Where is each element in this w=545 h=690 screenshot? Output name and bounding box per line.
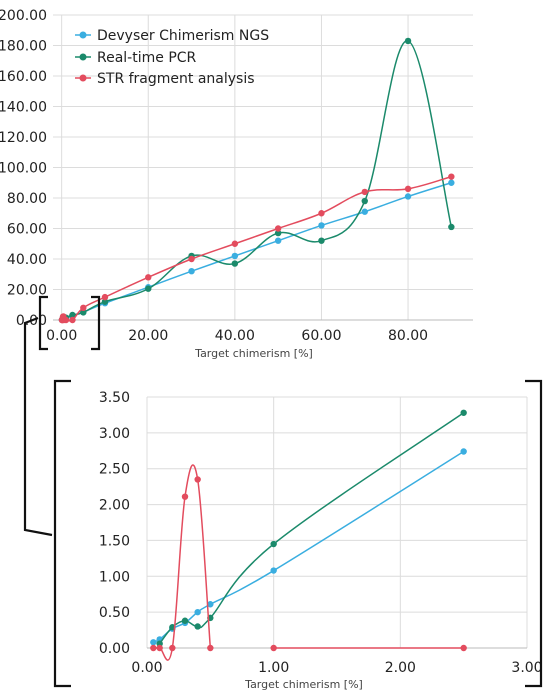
legend-marker-realtime — [79, 53, 87, 61]
main-data-point-devyser — [231, 252, 239, 260]
main-y-tick-label: 40.00 — [7, 252, 47, 268]
main-y-tick-label: 180.00 — [0, 39, 47, 55]
inset-x-tick-label: 0.00 — [131, 660, 162, 676]
main-x-tick-label: 20.00 — [128, 328, 168, 344]
inset-data-point-devyser — [150, 639, 157, 646]
inset-x-tick-label: 1.00 — [258, 660, 289, 676]
inset-chart-gridlines — [146, 396, 528, 649]
inset-y-tick-label: 2.00 — [99, 498, 130, 514]
main-data-point-str — [361, 188, 368, 196]
main-data-point-str — [231, 240, 239, 247]
inset-data-point-realtime — [194, 623, 201, 630]
main-y-tick-label: 80.00 — [7, 191, 47, 207]
main-data-point-str — [318, 210, 325, 217]
inset-y-tick-label: 3.50 — [99, 390, 130, 406]
inset-series-line-str — [153, 464, 212, 661]
inset-y-tick-label: 1.50 — [99, 533, 130, 549]
main-data-point-devyser — [318, 222, 325, 229]
main-y-tick-label: 100.00 — [0, 161, 47, 177]
main-x-tick-label: 0.00 — [46, 328, 77, 344]
main-data-point-realtime — [404, 37, 412, 45]
main-chart-axes: 0.00 20.00 40.00 60.00 80.00 100.00 120.00 140.… — [0, 8, 473, 344]
main-data-point-realtime — [231, 260, 239, 267]
main-data-point-devyser — [274, 237, 282, 244]
main-data-point-str — [69, 316, 76, 324]
main-data-point-realtime — [448, 223, 455, 231]
main-data-point-devyser — [188, 268, 195, 275]
inset-right-bracket — [525, 379, 543, 688]
main-data-point-str — [274, 225, 282, 232]
zoom-connector-brace — [23, 316, 53, 537]
main-data-point-str — [80, 304, 87, 311]
inset-x-tick-label: 2.00 — [385, 660, 416, 676]
main-data-point-realtime — [145, 285, 152, 292]
inset-y-tick-label: 2.50 — [99, 462, 130, 478]
inset-data-point-str — [194, 476, 201, 483]
inset-y-tick-label: 3.00 — [99, 426, 130, 442]
main-data-point-str — [62, 316, 70, 324]
inset-data-point-str — [460, 644, 467, 652]
main-data-point-realtime — [69, 311, 76, 319]
main-y-tick-label: 140.00 — [0, 100, 47, 116]
inset-data-point-devyser — [194, 608, 201, 616]
main-data-point-str — [145, 274, 152, 281]
inset-data-point-realtime — [270, 540, 277, 548]
main-data-point-realtime — [101, 298, 109, 305]
main-data-point-str — [404, 185, 412, 193]
inset-x-axis-label: Target chimerism [%] — [244, 678, 363, 690]
legend-label-realtime: Real-time PCR — [97, 50, 197, 66]
main-data-point-devyser — [361, 208, 368, 215]
inset-data-point-devyser — [270, 567, 277, 574]
main-y-tick-label: 120.00 — [0, 130, 47, 146]
main-data-point-realtime — [361, 197, 368, 205]
main-chart-series — [58, 37, 455, 324]
main-x-tick-label: 80.00 — [388, 328, 428, 344]
inset-y-tick-label: 0.50 — [99, 605, 130, 621]
inset-data-point-str — [181, 493, 189, 500]
inset-left-bracket — [53, 379, 71, 688]
main-data-point-realtime — [318, 237, 325, 244]
main-data-point-realtime — [80, 309, 87, 316]
main-data-point-devyser — [448, 179, 455, 186]
inset-y-tick-label: 0.00 — [99, 641, 130, 657]
main-y-tick-label: 60.00 — [7, 222, 47, 238]
legend-marker-str — [79, 74, 87, 82]
main-x-tick-label: 60.00 — [301, 328, 341, 344]
main-x-axis-label: Target chimerism [%] — [194, 347, 313, 360]
inset-chart-series — [150, 409, 467, 661]
main-data-point-str — [101, 293, 109, 301]
inset-data-point-str — [156, 644, 163, 652]
inset-y-tick-label: 1.00 — [99, 569, 130, 585]
main-data-point-realtime — [274, 229, 282, 237]
zoom-brackets — [23, 295, 543, 688]
zoom-region-right-bracket — [91, 295, 101, 351]
main-y-tick-label: 160.00 — [0, 69, 47, 85]
inset-data-point-realtime — [181, 617, 189, 624]
inset-data-point-str — [207, 644, 214, 652]
main-chart-gridlines — [53, 14, 473, 321]
inset-data-point-str — [169, 644, 176, 652]
zoom-region-left-bracket — [38, 295, 48, 351]
inset-data-point-realtime — [460, 409, 467, 416]
main-data-point-str — [188, 255, 195, 263]
main-y-tick-label: 200.00 — [0, 8, 47, 24]
main-y-tick-label: 20.00 — [7, 283, 47, 299]
legend-label-devyser: Devyser Chimerism NGS — [97, 28, 269, 44]
inset-data-point-str — [270, 644, 277, 652]
main-series-line-devyser — [61, 182, 452, 321]
inset-data-point-devyser — [207, 601, 214, 608]
main-x-tick-label: 40.00 — [215, 328, 255, 344]
main-data-point-str — [448, 173, 455, 180]
inset-data-point-str — [150, 644, 157, 652]
inset-data-point-devyser — [460, 448, 467, 455]
main-data-point-devyser — [404, 193, 412, 200]
legend-marker-devyser — [79, 31, 87, 39]
legend-label-str: STR fragment analysis — [97, 71, 255, 87]
inset-series-line-realtime — [159, 412, 465, 645]
inset-chart-axes: 0.00 0.50 1.00 1.50 2.00 2.50 3.00 3.50 0.00 1.00… — [99, 390, 543, 676]
inset-x-tick-label: 3.00 — [511, 660, 542, 676]
main-chart-legend: Devyser Chimerism NGS Real-time PCR STR … — [75, 28, 269, 87]
